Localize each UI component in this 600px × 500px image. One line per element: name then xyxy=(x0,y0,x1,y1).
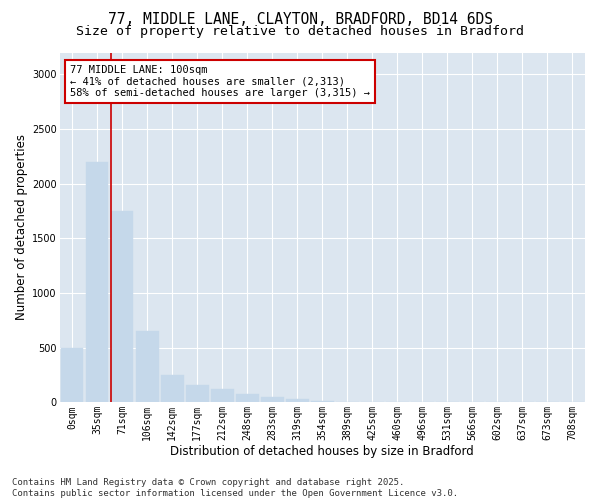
Bar xyxy=(136,332,158,402)
Bar xyxy=(111,211,133,402)
Bar xyxy=(86,162,109,402)
Text: 77, MIDDLE LANE, CLAYTON, BRADFORD, BD14 6DS: 77, MIDDLE LANE, CLAYTON, BRADFORD, BD14… xyxy=(107,12,493,28)
Bar xyxy=(161,375,184,402)
Bar xyxy=(211,389,233,402)
Bar xyxy=(236,394,259,402)
Text: 77 MIDDLE LANE: 100sqm
← 41% of detached houses are smaller (2,313)
58% of semi-: 77 MIDDLE LANE: 100sqm ← 41% of detached… xyxy=(70,64,370,98)
Text: Size of property relative to detached houses in Bradford: Size of property relative to detached ho… xyxy=(76,25,524,38)
Bar xyxy=(61,348,83,403)
Bar xyxy=(286,399,308,402)
Bar xyxy=(186,385,209,402)
Text: Contains HM Land Registry data © Crown copyright and database right 2025.
Contai: Contains HM Land Registry data © Crown c… xyxy=(12,478,458,498)
Y-axis label: Number of detached properties: Number of detached properties xyxy=(15,134,28,320)
X-axis label: Distribution of detached houses by size in Bradford: Distribution of detached houses by size … xyxy=(170,444,474,458)
Bar xyxy=(261,397,284,402)
Bar xyxy=(311,401,334,402)
